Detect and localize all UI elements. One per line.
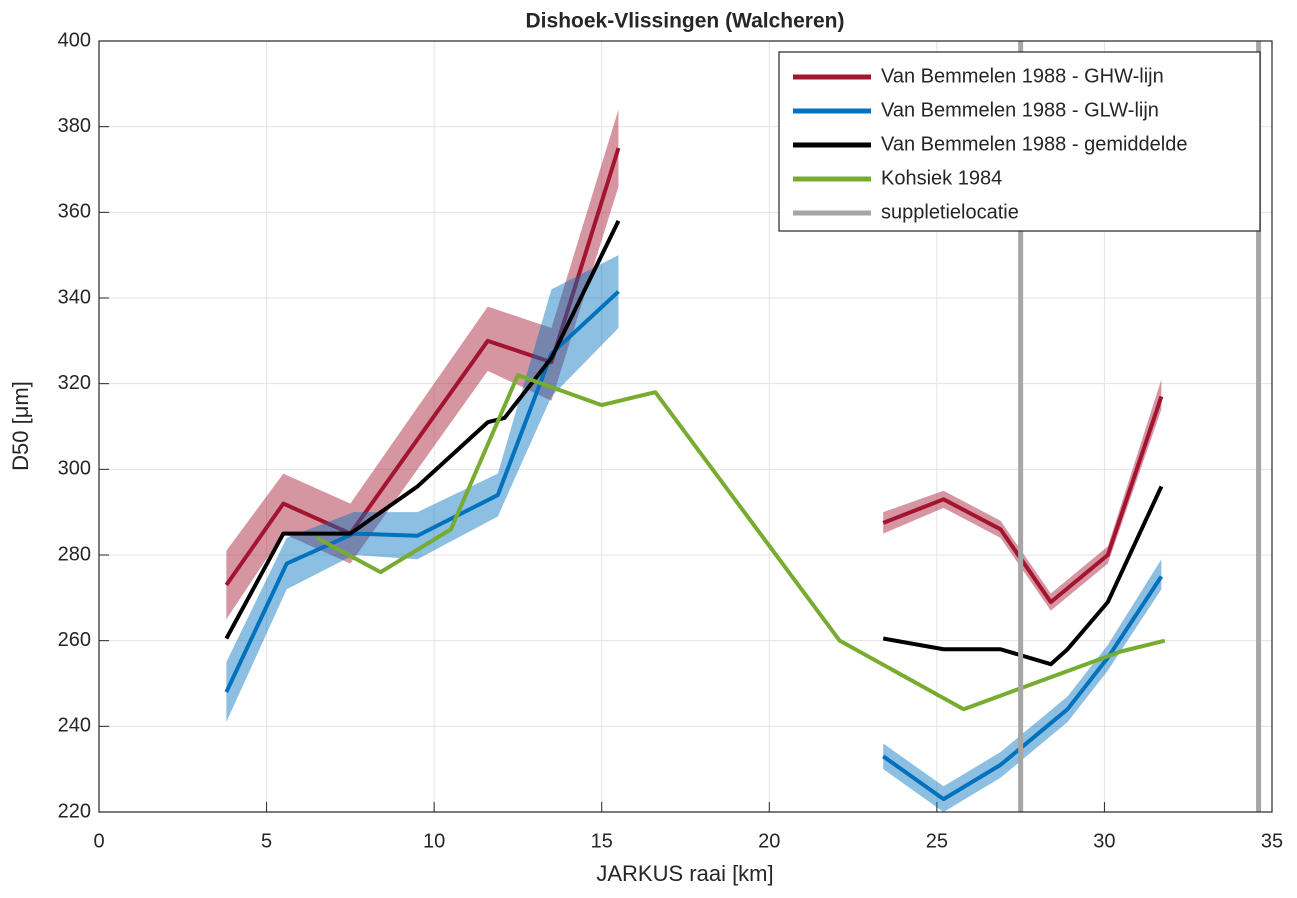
x-axis-label: JARKUS raai [km] xyxy=(596,861,773,886)
legend-label: Kohsiek 1984 xyxy=(881,167,1002,189)
line xyxy=(224,147,621,587)
y-tick-label: 340 xyxy=(58,286,91,308)
x-tick-label: 20 xyxy=(758,830,780,852)
y-tick-label: 300 xyxy=(58,458,91,480)
y-tick-label: 280 xyxy=(58,543,91,565)
y-axis-label: D50 [μm] xyxy=(8,381,33,471)
legend-label: Van Bemmelen 1988 - GLW-lijn xyxy=(881,99,1159,121)
x-tick-label: 5 xyxy=(261,830,272,852)
line xyxy=(224,220,621,640)
legend-label: Van Bemmelen 1988 - gemiddelde xyxy=(881,133,1187,155)
line xyxy=(882,485,1164,667)
legend-label: Van Bemmelen 1988 - GHW-lijn xyxy=(881,65,1164,87)
y-tick-label: 380 xyxy=(58,115,91,137)
y-tick-label: 240 xyxy=(58,715,91,737)
y-tick-label: 260 xyxy=(58,629,91,651)
line xyxy=(315,373,1166,712)
line xyxy=(882,395,1164,605)
band xyxy=(883,559,1162,812)
x-tick-label: 35 xyxy=(1261,830,1283,852)
y-tick-label: 220 xyxy=(58,800,91,822)
line xyxy=(882,575,1164,802)
plot-frame xyxy=(98,40,1273,813)
y-tick-label: 400 xyxy=(58,29,91,51)
y-tick-label: 360 xyxy=(58,201,91,223)
band xyxy=(226,109,619,620)
x-tick-label: 30 xyxy=(1093,830,1115,852)
chart-title: Dishoek-Vlissingen (Walcheren) xyxy=(526,10,845,33)
legend-label: suppletielocatie xyxy=(881,201,1019,223)
y-tick-label: 320 xyxy=(58,372,91,394)
x-tick-label: 15 xyxy=(591,830,613,852)
legend-box xyxy=(778,51,1261,232)
x-tick-label: 25 xyxy=(926,830,948,852)
x-tick-label: 10 xyxy=(423,830,445,852)
x-tick-label: 0 xyxy=(93,830,104,852)
